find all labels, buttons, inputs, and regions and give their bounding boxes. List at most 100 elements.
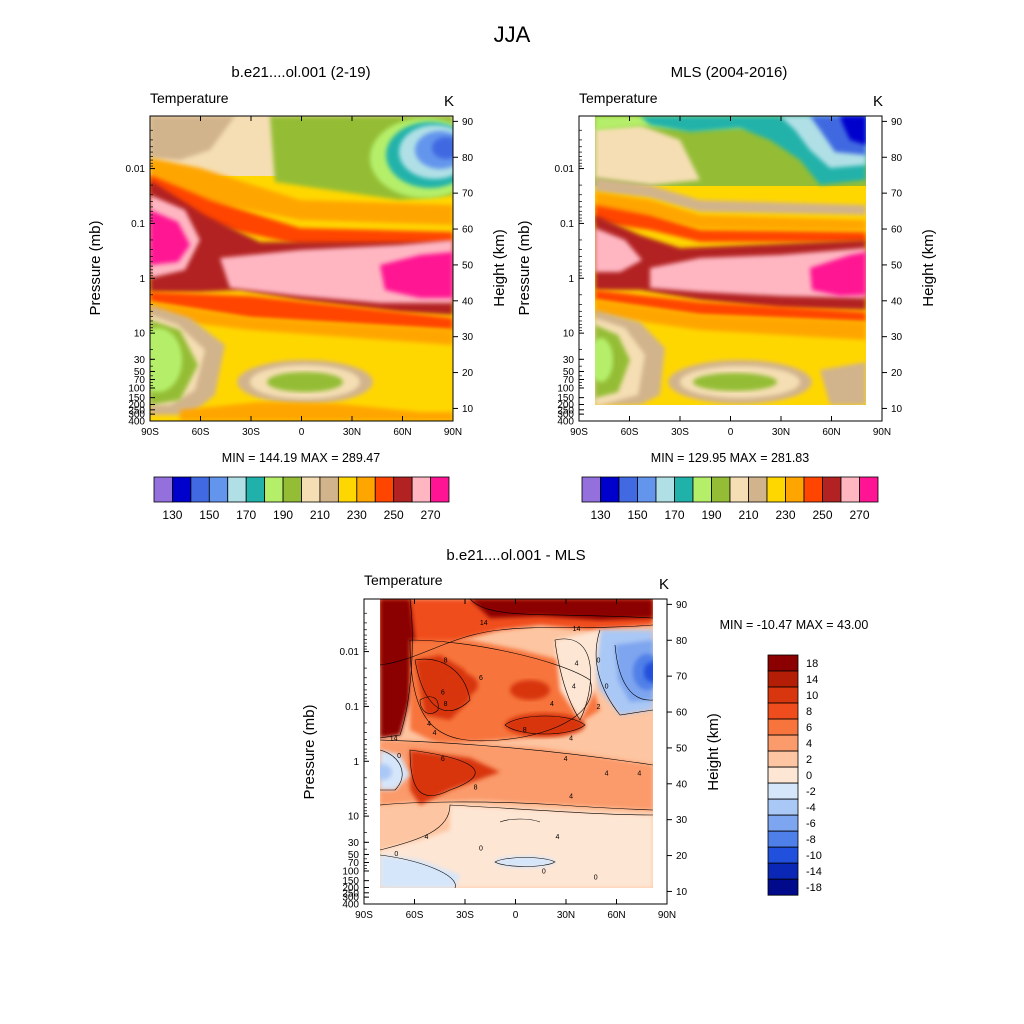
contour-label: 6 (441, 689, 445, 696)
colorbar-swatch (430, 476, 450, 503)
colorbar-swatch (766, 476, 786, 503)
panel-obs-ticks: 90S 60S 30S 0 30N 60N 90N0.010.111030507010015… (555, 116, 903, 438)
colorbar-swatch (767, 718, 799, 736)
contour-label: 14 (390, 736, 398, 743)
colorbar-swatch (767, 686, 799, 704)
panel-obs: MLS (2004-2016) Temperature K (516, 64, 937, 522)
height-tick-label: 90 (462, 117, 474, 128)
height-tick-label: 10 (462, 404, 474, 415)
colorbar-swatch (356, 476, 376, 503)
pressure-tick-label: 250 (128, 405, 145, 416)
pressure-tick-label: 1 (568, 274, 574, 285)
contour-line (409, 749, 476, 796)
height-tick-label: 90 (676, 600, 688, 611)
colorbar-swatch (600, 476, 620, 503)
colorbar-swatch (227, 476, 247, 503)
colorbar-label: 14 (806, 674, 818, 686)
field-region-lower-right-tan (820, 362, 866, 405)
x-tick-label: 90N (873, 427, 891, 438)
colorbar-swatch (337, 476, 358, 503)
colorbar-swatch (618, 476, 638, 503)
colorbar-label: 4 (806, 738, 812, 750)
panel-model-ticks: 90S 60S 30S 0 30N 60N 90N0.010.111030507010015… (126, 116, 474, 438)
colorbar-label: 190 (273, 508, 293, 522)
pressure-tick-label: 200 (557, 400, 574, 411)
pressure-tick-label: 300 (128, 410, 145, 421)
field-region-vortex-lime (595, 338, 613, 382)
pressure-tick-label: 30 (348, 838, 360, 849)
pressure-tick-label: 100 (557, 383, 574, 394)
colorbar-swatch (374, 476, 395, 503)
colorbar-swatch (153, 476, 173, 503)
pressure-tick-label: 250 (557, 405, 574, 416)
contour-label: 0 (542, 869, 546, 876)
colorbar-label: -6 (806, 818, 816, 830)
field-region-mid-band-orange (410, 750, 500, 805)
x-tick-label: 30S (456, 910, 474, 921)
contour-label: 6 (441, 756, 445, 763)
colorbar-swatch (393, 476, 413, 503)
colorbar-swatch (301, 476, 321, 503)
x-tick-label: 90S (570, 427, 588, 438)
field-band-red-upper (150, 175, 453, 248)
panel-model-ylabel-left: Pressure (mb) (87, 220, 104, 315)
colorbar-swatch (767, 782, 799, 800)
colorbar-swatch (411, 476, 431, 503)
height-tick-label: 40 (676, 779, 688, 790)
colorbar-swatch (208, 476, 229, 503)
colorbar-swatch (190, 476, 210, 503)
contour-label: 0 (479, 845, 483, 852)
pressure-tick-label: 70 (348, 858, 360, 869)
contour-label: 4 (575, 660, 579, 667)
colorbar-swatch (581, 476, 601, 503)
contour-label: 0 (605, 684, 609, 691)
field-region-tropic-red (505, 713, 585, 737)
x-tick-label: 60S (621, 427, 639, 438)
colorbar-swatch (655, 476, 675, 503)
contour-line (380, 599, 413, 739)
contour-label: 4 (564, 756, 568, 763)
contour-label: 4 (433, 730, 437, 737)
contour-line (554, 638, 591, 721)
contour-label: 14 (573, 626, 581, 633)
field-region-vortex-lime (150, 328, 182, 392)
contour-line (409, 639, 592, 742)
field-region-sh-cold-core (380, 764, 392, 780)
height-tick-label: 80 (462, 153, 474, 164)
colorbar-label: 210 (310, 508, 330, 522)
height-tick-label: 10 (891, 404, 903, 415)
field-region-mesopause-royal (432, 137, 453, 159)
colorbar-label: 230 (775, 508, 795, 522)
colorbar-label: 0 (806, 770, 812, 782)
pressure-tick-label: 300 (557, 410, 574, 421)
panel-diff-variable: Temperature (364, 572, 443, 588)
x-tick-label: 60N (607, 910, 625, 921)
field-region-upper-wheat (595, 125, 700, 185)
panel-diff-ylabel-left: Pressure (mb) (301, 704, 318, 799)
x-tick-label: 60N (822, 427, 840, 438)
colorbar-label: 130 (162, 508, 182, 522)
colorbar-swatch (767, 878, 799, 896)
pressure-tick-label: 400 (342, 900, 359, 911)
x-tick-label: 60S (406, 910, 424, 921)
colorbar-label: 8 (806, 706, 812, 718)
colorbar-swatch (767, 702, 799, 720)
contour-line (380, 624, 653, 666)
panel-diff: b.e21....ol.001 - MLS Temperature K (301, 547, 868, 921)
field-region-lower-cream (380, 805, 653, 888)
field-region-pink-left (595, 228, 642, 272)
colorbar-label: 10 (806, 690, 818, 702)
colorbar-swatch (282, 476, 302, 503)
pressure-tick-label: 200 (128, 400, 145, 411)
colorbar-swatch (803, 476, 823, 503)
field-region-tropic-red2 (510, 680, 550, 700)
contour-line (469, 599, 653, 619)
colorbar-label: 130 (590, 508, 610, 522)
pressure-tick-label: 10 (563, 329, 575, 340)
colorbar-swatch (711, 476, 731, 503)
pressure-tick-label: 100 (342, 866, 359, 877)
colorbar-label: 270 (421, 508, 441, 522)
colorbar-swatch (245, 476, 266, 503)
field-region-cream-right (555, 630, 600, 720)
